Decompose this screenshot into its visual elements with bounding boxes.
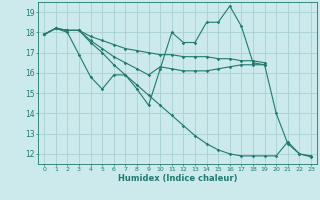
X-axis label: Humidex (Indice chaleur): Humidex (Indice chaleur) [118,174,237,183]
